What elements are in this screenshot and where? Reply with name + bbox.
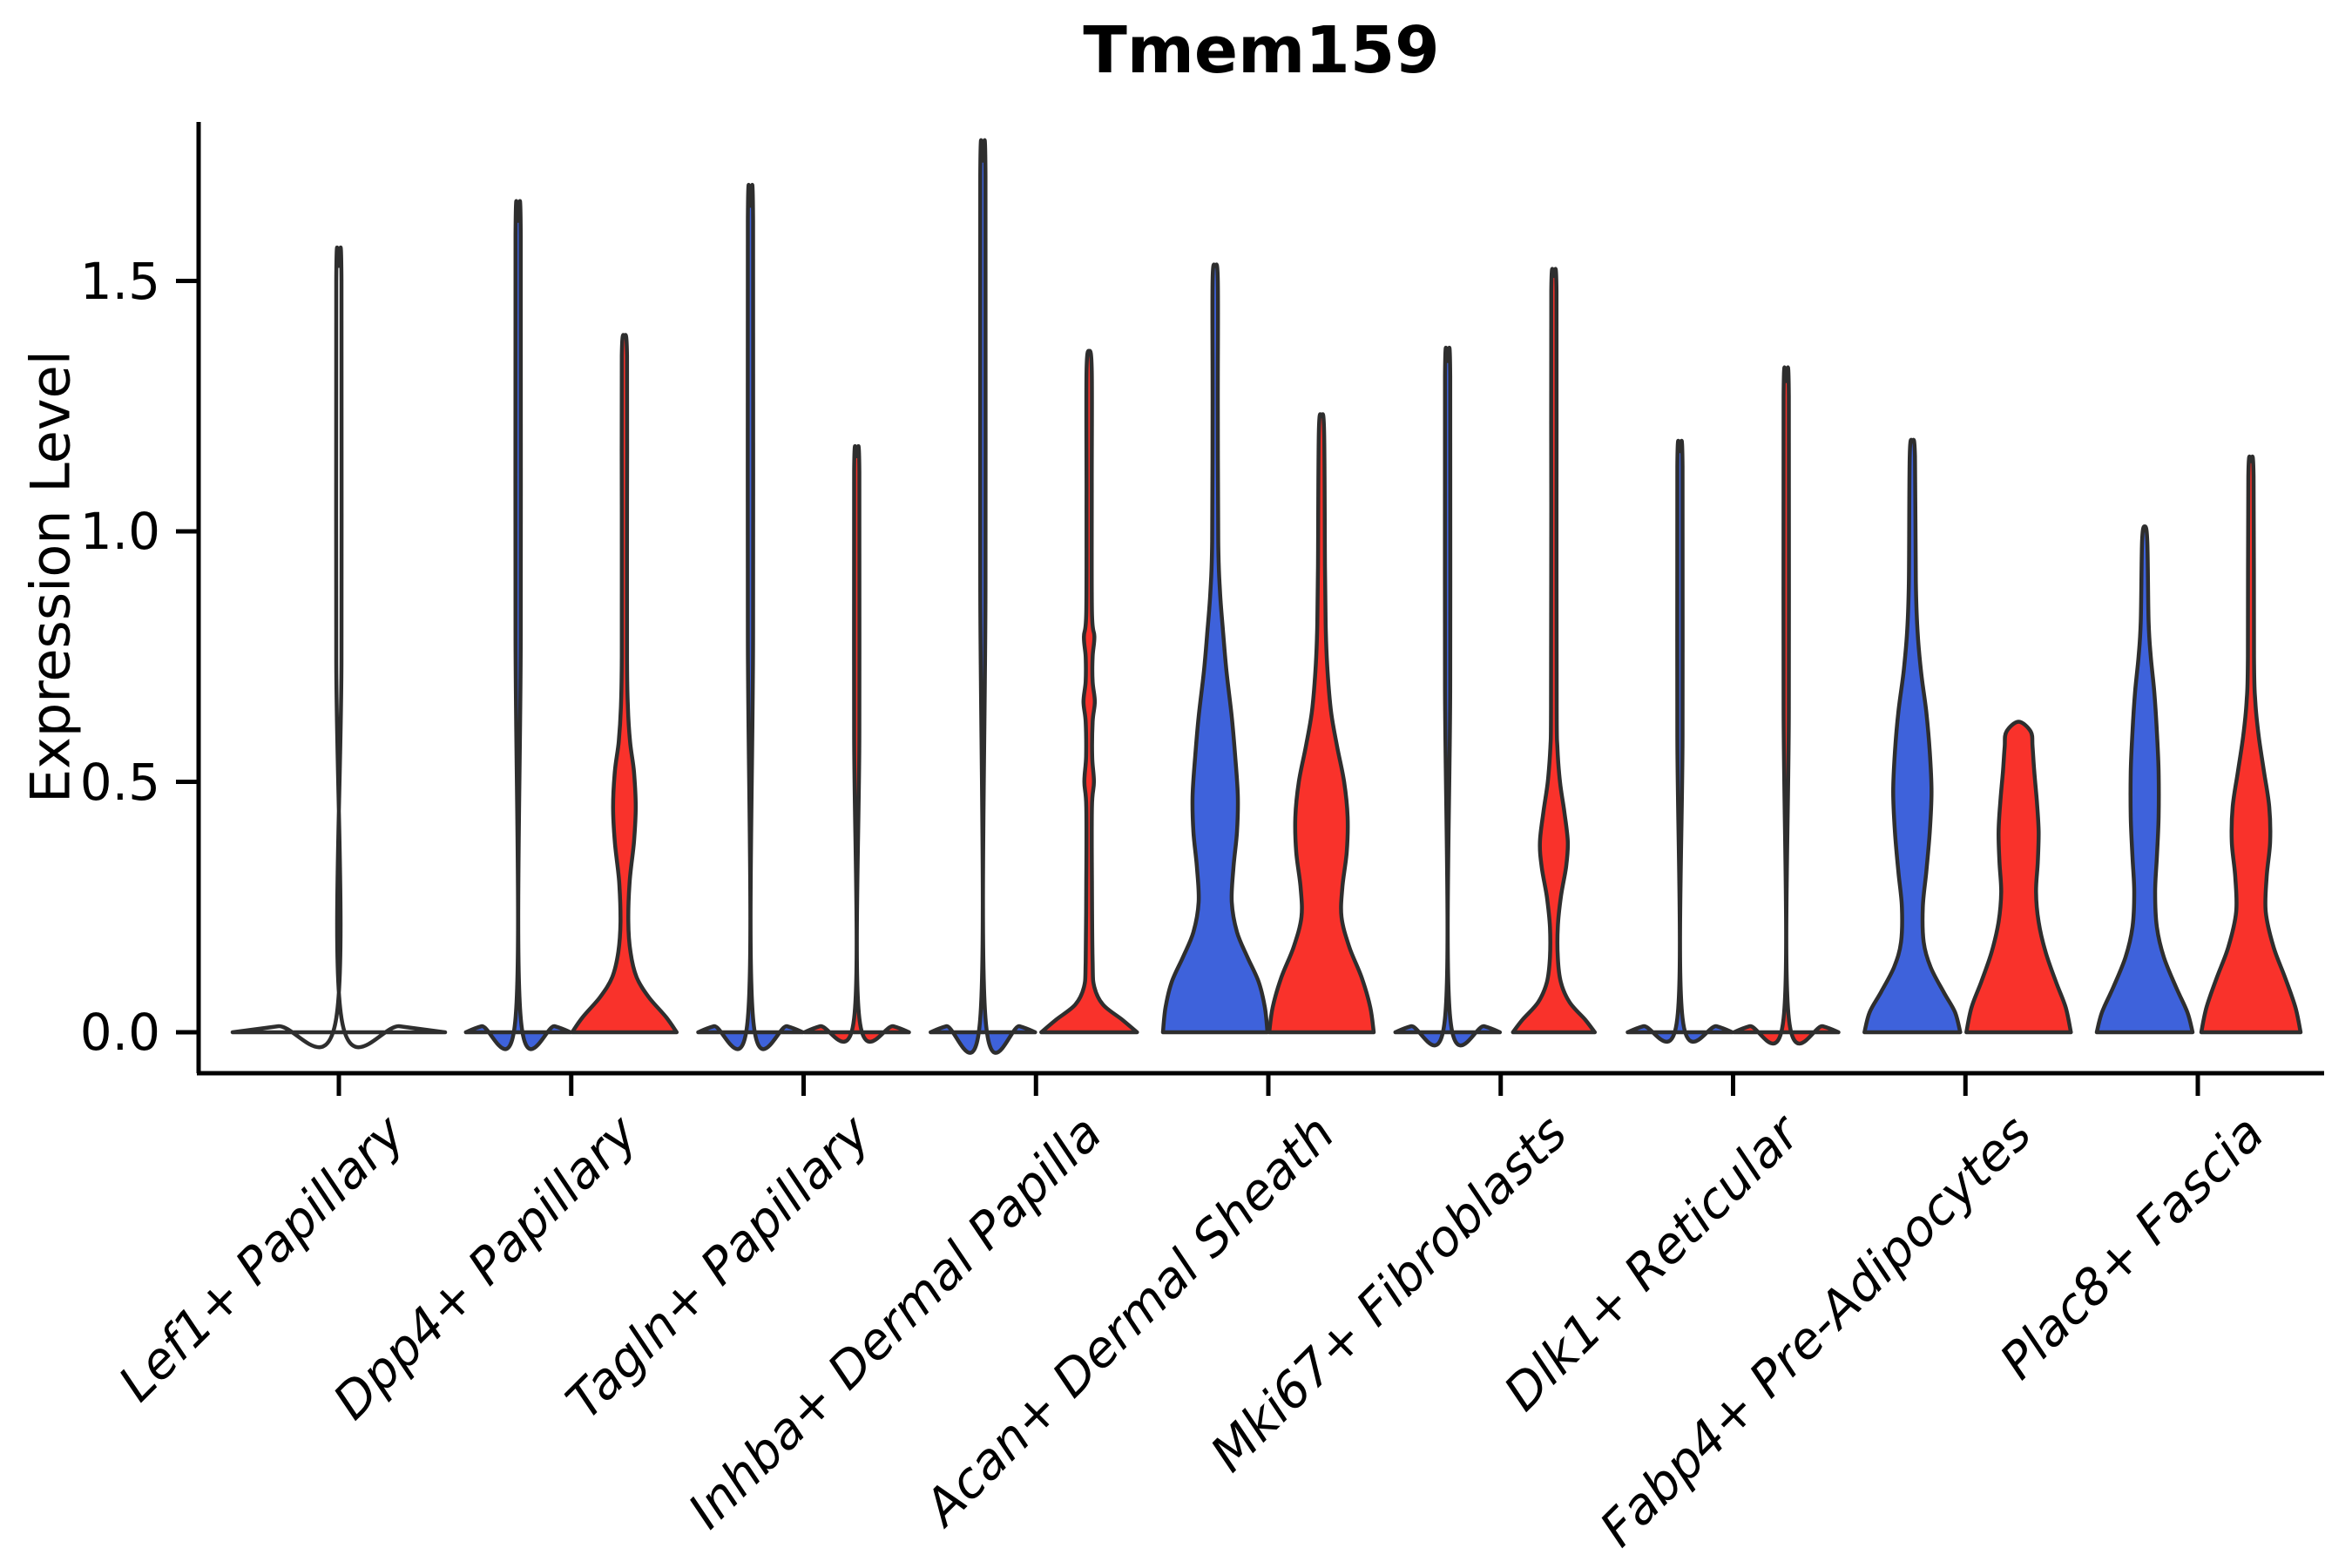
violin-tagln-left: [696, 182, 805, 1051]
y-tick-label: 0.0: [79, 1003, 160, 1062]
violin-tagln-right: [802, 443, 911, 1044]
violin-plac8-right: [2199, 454, 2303, 1035]
violin-fabp4-left: [1862, 437, 1963, 1035]
violin-acan-left: [1160, 262, 1270, 1035]
violin-plac8-left: [2094, 524, 2195, 1035]
y-tick-label: 0.5: [79, 752, 160, 812]
y-axis-title: Expression Level: [18, 350, 83, 803]
y-tick-label: 1.0: [79, 502, 160, 561]
violin-inhba-left: [929, 138, 1037, 1055]
violin-dpp4-left: [463, 199, 573, 1051]
violin-lef1-full: [230, 246, 448, 1050]
y-tick-label: 1.5: [79, 251, 160, 311]
plot-title: Tmem159: [1083, 13, 1440, 88]
violin-inhba-right: [1039, 348, 1139, 1035]
violin-dlk1-right: [1732, 365, 1841, 1046]
violin-mki67-right: [1511, 267, 1598, 1035]
violin-fabp4-right: [1964, 720, 2073, 1035]
violin-dlk1-left: [1625, 438, 1734, 1044]
violin-acan-right: [1267, 412, 1376, 1035]
violin-dpp4-right: [570, 333, 679, 1035]
violin-mki67-left: [1393, 346, 1503, 1048]
